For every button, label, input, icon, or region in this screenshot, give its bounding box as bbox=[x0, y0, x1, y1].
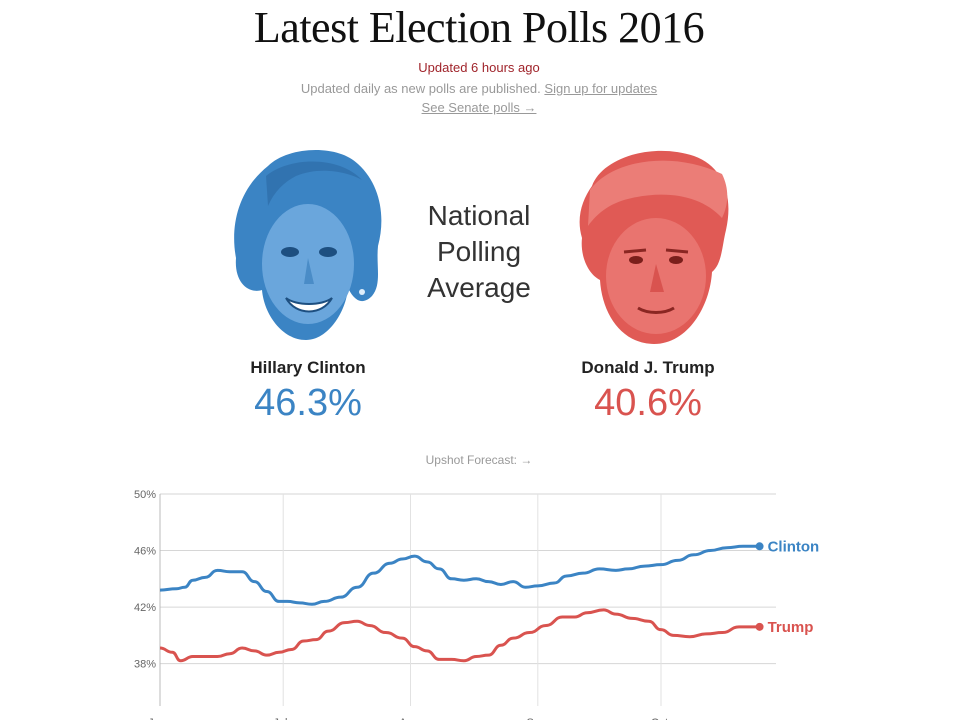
y-tick-label: 50% bbox=[134, 489, 156, 501]
clinton-portrait-icon bbox=[234, 149, 382, 340]
clinton-percentage: 46.3% bbox=[254, 382, 362, 424]
x-tick-label: Aug. bbox=[399, 717, 422, 720]
update-note: Updated daily as new polls are published… bbox=[0, 81, 958, 96]
trump-percentage: 40.6% bbox=[594, 382, 702, 424]
center-label-line-3: Average bbox=[427, 272, 531, 303]
senate-link-wrap: See Senate polls → bbox=[0, 100, 958, 115]
updated-timestamp: Updated 6 hours ago bbox=[418, 60, 540, 75]
trump-series-line bbox=[159, 608, 760, 663]
y-tick-label: 38% bbox=[134, 659, 156, 671]
y-tick-label: 42% bbox=[134, 602, 156, 614]
trump-portrait-icon bbox=[579, 150, 729, 344]
national-polling-average-label: National Polling Average bbox=[404, 198, 554, 306]
y-tick-label: 46% bbox=[134, 546, 156, 558]
clinton-end-point bbox=[755, 542, 764, 551]
signup-link[interactable]: Sign up for updates bbox=[544, 81, 658, 96]
x-tick-label: Sep. bbox=[526, 717, 549, 720]
x-tick-label: June bbox=[148, 717, 172, 720]
upshot-forecast-link[interactable]: Upshot Forecast: → bbox=[425, 453, 533, 467]
polling-average-chart: 38% 42% 46% 50% June July Aug. Sep. Oct. Clinto… bbox=[134, 489, 820, 720]
trump-end-point bbox=[755, 622, 764, 631]
x-tick-label: July bbox=[273, 717, 293, 720]
update-note-text: Updated daily as new polls are published… bbox=[300, 81, 541, 96]
clinton-series-label: Clinton bbox=[768, 538, 820, 555]
clinton-name: Hillary Clinton bbox=[250, 358, 366, 377]
center-label-line-2: Polling bbox=[436, 236, 522, 267]
page-title: Latest Election Polls 2016 bbox=[253, 3, 705, 52]
center-label-line-1: National bbox=[427, 200, 531, 231]
x-tick-label: Oct. bbox=[651, 717, 671, 720]
clinton-series-line bbox=[159, 544, 760, 606]
trump-name: Donald J. Trump bbox=[581, 358, 715, 377]
trump-series-label: Trump bbox=[768, 619, 814, 636]
senate-polls-link[interactable]: See Senate polls → bbox=[421, 100, 537, 115]
